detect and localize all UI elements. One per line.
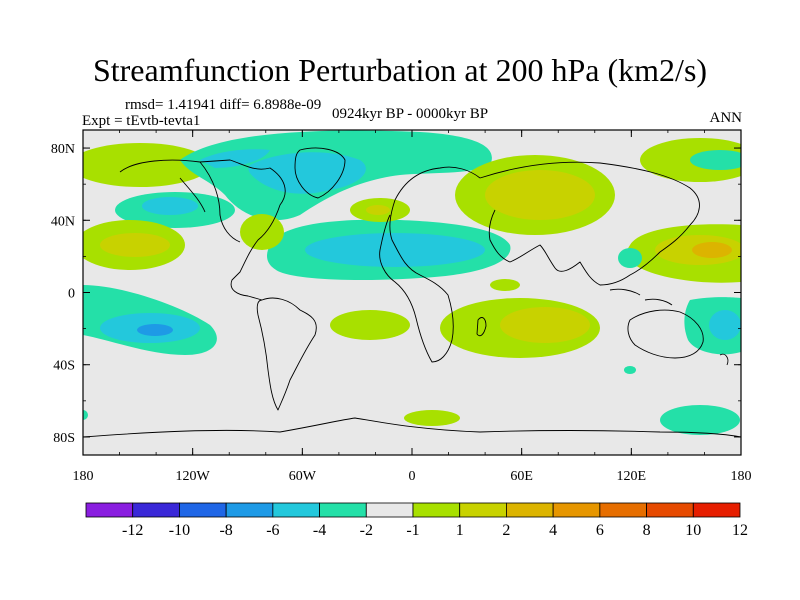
lon-tick-label: 120E (617, 469, 647, 484)
map-background (83, 130, 741, 455)
lon-tick-label: 120W (176, 469, 211, 484)
lon-tick-label: 60W (289, 469, 317, 484)
experiment-label: Expt = tEvtb-tevta1 (82, 113, 201, 129)
colorbar-label: 10 (685, 522, 701, 539)
colorbar-label: -6 (266, 522, 279, 539)
stats-label: rmsd= 1.41941 diff= 6.8988e-09 (125, 97, 322, 113)
colorbar-swatch (179, 502, 227, 518)
colorbar-label: -10 (169, 522, 190, 539)
colorbar-label: -12 (122, 522, 143, 539)
colorbar-swatch (552, 502, 601, 518)
colorbar-swatch (412, 502, 461, 518)
lon-tick-label: 0 (409, 469, 416, 484)
colorbar-swatch (506, 502, 554, 518)
colorbar-swatch (459, 502, 507, 518)
season-label: ANN (709, 110, 743, 126)
colorbar-swatch (225, 502, 274, 518)
lat-tick-label: 0 (68, 287, 75, 302)
colorbar-label: -8 (219, 522, 232, 539)
colorbar-label: 12 (732, 522, 748, 539)
colorbar: -12 -10 -8 -6 -4 -2 -1 1 2 4 6 8 10 12 (85, 502, 748, 539)
lat-tick-label: 40N (51, 214, 75, 229)
colorbar-label: 2 (502, 522, 510, 539)
period-label: 0924kyr BP - 0000kyr BP (331, 106, 489, 122)
colorbar-swatch (646, 502, 694, 518)
colorbar-swatch (272, 502, 320, 518)
lon-tick-label: 180 (731, 469, 752, 484)
colorbar-swatch (132, 502, 180, 518)
colorbar-label: 1 (456, 522, 464, 539)
lat-tick-label: 40S (53, 359, 75, 374)
colorbar-swatch (319, 502, 367, 518)
plot-title: Streamfunction Perturbation at 200 hPa (… (92, 52, 708, 88)
lat-tick-label: 80S (53, 431, 75, 446)
colorbar-swatch (365, 502, 414, 518)
colorbar-label: -2 (360, 522, 373, 539)
coastlines (83, 147, 741, 438)
lat-tick-label: 80N (51, 142, 75, 157)
colorbar-swatch (692, 502, 741, 518)
longitude-axis: 180 120W 60W 0 60E 120E 180 (73, 130, 752, 484)
lon-tick-label: 60E (510, 469, 533, 484)
colorbar-label: -4 (313, 522, 326, 539)
lon-tick-label: 180 (73, 469, 94, 484)
contour-fields (83, 130, 741, 435)
colorbar-label: -1 (406, 522, 419, 539)
colorbar-label: 6 (596, 522, 604, 539)
colorbar-label: 4 (549, 522, 557, 539)
colorbar-swatch (85, 502, 134, 518)
colorbar-swatch (599, 502, 647, 518)
colorbar-label: 8 (643, 522, 651, 539)
latitude-axis: 80N 40N 0 40S 80S (51, 142, 741, 446)
